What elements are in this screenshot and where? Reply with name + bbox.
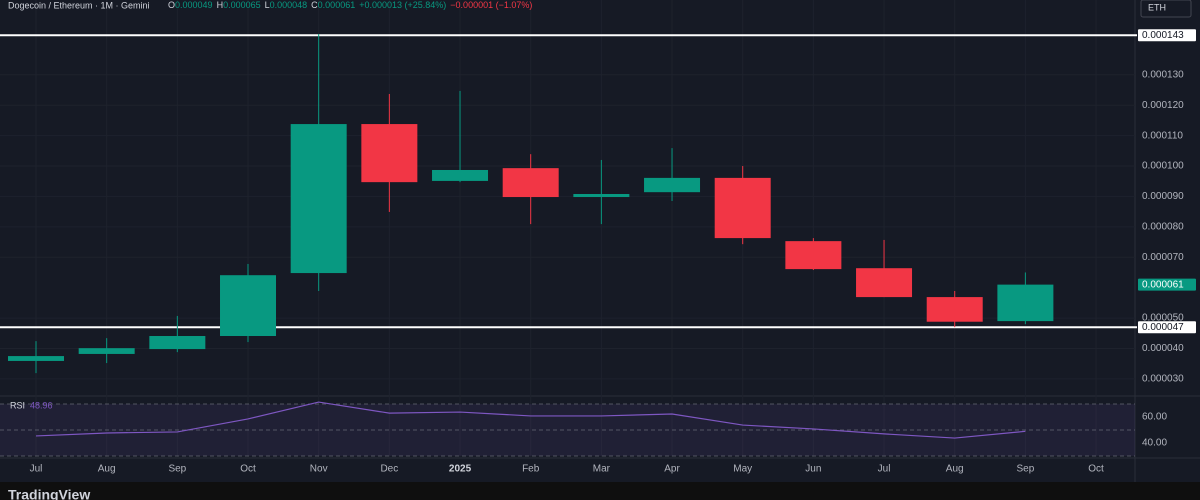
legend-value: 0.000061	[318, 0, 356, 10]
x-tick-label: Apr	[664, 464, 680, 475]
legend-value: 0.000065	[223, 0, 261, 10]
legend-value: +0.000013 (+25.84%)	[359, 0, 446, 10]
x-tick-label: Feb	[522, 464, 540, 475]
rsi-line	[35, 401, 1026, 439]
candle-body	[220, 275, 277, 337]
x-tick-label: Oct	[1088, 464, 1104, 475]
labels: O0.000049 H0.000065 L0.000048 C0.000061 +0.0…	[30, 0, 1196, 475]
candle-body	[573, 194, 630, 198]
price-label: 0.000143	[1142, 30, 1184, 41]
price-label-box	[1138, 29, 1196, 42]
x-tick-label: Sep	[1016, 464, 1034, 475]
candle-body	[644, 177, 701, 193]
y-tick-label: 0.000110	[1142, 130, 1183, 141]
legend-value: 0.000048	[270, 0, 308, 10]
x-tick-label: Jul	[878, 464, 891, 475]
x-tick-label: Aug	[98, 464, 116, 475]
candle-body	[714, 177, 771, 239]
candle-body	[432, 169, 489, 181]
y-tick-label: 0.000130	[1142, 69, 1184, 80]
candle-body	[997, 284, 1054, 322]
y-tick-label: 0.000030	[1142, 374, 1184, 385]
rsi-tick-label: 60.00	[1142, 412, 1167, 423]
currency[interactable]: ETH	[1148, 2, 1166, 12]
candle-body	[856, 268, 913, 298]
y-tick-label: 0.000090	[1142, 191, 1184, 202]
y-tick-label: 0.000050	[1142, 313, 1184, 324]
legend-key: C	[311, 0, 318, 10]
y-tick-label: 0.000120	[1142, 100, 1184, 111]
candle-body	[785, 241, 842, 270]
y-tick-label: 0.000070	[1142, 252, 1184, 263]
rsi-label: RSI	[10, 400, 25, 410]
x-tick-label: Sep	[168, 464, 186, 475]
y-tick-label: 0.000040	[1142, 343, 1184, 354]
x-tick-label: Jul	[30, 464, 43, 475]
x-tick-label: Dec	[380, 464, 398, 475]
y-tick-label: 0.000100	[1142, 161, 1184, 172]
candle-body	[290, 124, 347, 274]
candle-body	[149, 336, 206, 350]
watermark: TradingView	[8, 487, 90, 500]
legend-value: −0.000001 (−1.07%)	[450, 0, 532, 10]
legend-key: O	[168, 0, 175, 10]
legend-value: 0.000049	[175, 0, 213, 10]
x-tick-label: Oct	[240, 464, 256, 475]
x-tick-label: Aug	[946, 464, 964, 475]
x-tick-label: Jun	[805, 464, 821, 475]
ohlc-legend: O0.000049 H0.000065 L0.000048 C0.000061 +0.0…	[168, 0, 532, 10]
candle-body	[78, 348, 135, 354]
legend-key: L	[265, 0, 270, 10]
last-price-box	[1138, 278, 1196, 291]
footer-bar	[0, 482, 1200, 500]
y-tick-label: 0.000080	[1142, 221, 1184, 232]
price-label: 0.000047	[1142, 322, 1184, 333]
x-tick-label: 2025	[449, 464, 472, 475]
price-label-box	[1138, 321, 1196, 334]
rsi-value: 48.96	[30, 400, 53, 410]
x-tick-label: May	[733, 464, 752, 475]
x-tick-label: Nov	[310, 464, 328, 475]
x-tick-label: Mar	[593, 464, 611, 475]
candle-body	[502, 168, 559, 198]
legend-key: H	[217, 0, 224, 10]
candle-body	[8, 356, 64, 361]
candle-body	[926, 297, 983, 322]
candle-body	[361, 124, 418, 183]
marks	[0, 34, 1137, 439]
symbol-title: Dogecoin / Ethereum · 1M · Gemini	[8, 0, 150, 10]
rsi-tick-label: 40.00	[1142, 438, 1167, 449]
last-price-label: 0.000061	[1142, 279, 1184, 290]
currency-button[interactable]	[1140, 0, 1192, 18]
